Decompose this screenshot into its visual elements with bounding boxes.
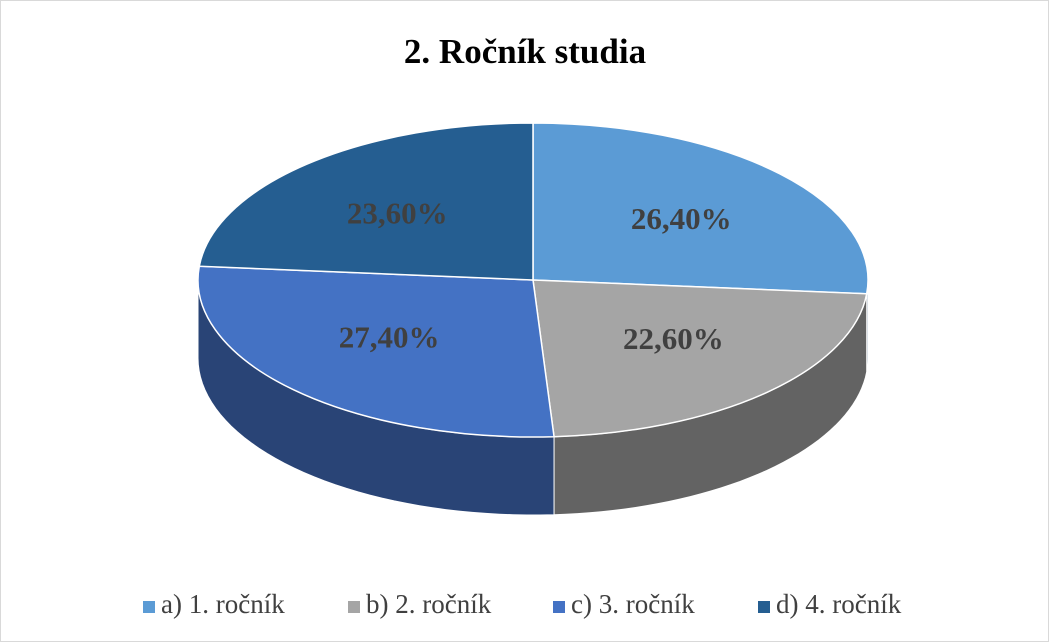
legend-swatch bbox=[553, 601, 565, 613]
legend-label: c) 3. ročník bbox=[571, 589, 695, 619]
legend-label: d) 4. ročník bbox=[776, 589, 902, 619]
chart-title: 2. Ročník studia bbox=[404, 32, 646, 71]
legend-label: b) 2. ročník bbox=[366, 589, 492, 619]
pie-slice bbox=[532, 122, 869, 295]
legend-swatch bbox=[348, 601, 360, 613]
data-label: 23,60% bbox=[347, 195, 448, 230]
legend-swatch bbox=[758, 601, 770, 613]
pie-slice bbox=[532, 279, 868, 438]
legend-label: a) 1. ročník bbox=[161, 589, 285, 619]
pie-slice bbox=[197, 265, 555, 438]
data-label: 26,40% bbox=[631, 201, 732, 236]
data-label: 22,60% bbox=[623, 321, 724, 356]
legend-swatch bbox=[143, 601, 155, 613]
pie-slice bbox=[198, 122, 534, 281]
data-label: 27,40% bbox=[339, 319, 440, 354]
